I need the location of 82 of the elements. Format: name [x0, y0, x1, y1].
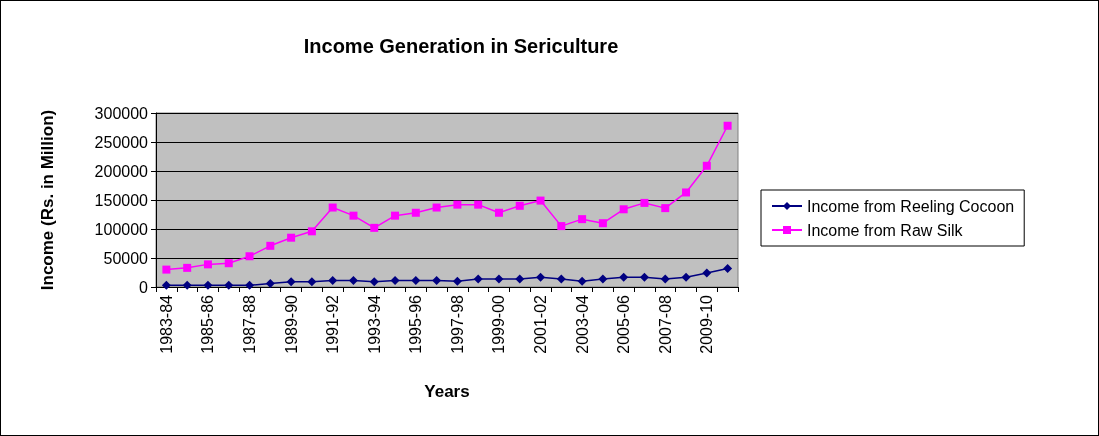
- point: [702, 268, 712, 278]
- legend-label: Income from Raw Silk: [807, 221, 964, 239]
- point: [307, 227, 316, 236]
- point: [203, 280, 213, 290]
- point: [432, 203, 441, 212]
- y-tick-label: 250000: [94, 133, 149, 151]
- point: [349, 211, 358, 220]
- point: [661, 204, 670, 213]
- point: [453, 200, 462, 209]
- point: [224, 280, 234, 290]
- x-tick-label: 2005-06: [615, 294, 633, 354]
- point: [411, 276, 421, 286]
- point: [660, 274, 670, 284]
- y-tick-label: 0: [139, 278, 149, 296]
- x-tick-label: 1991-92: [324, 294, 342, 354]
- point: [639, 272, 649, 282]
- x-tick-label: 1993-94: [365, 294, 383, 354]
- point: [494, 274, 504, 284]
- point: [640, 198, 649, 207]
- point: [536, 272, 546, 282]
- point: [598, 274, 608, 284]
- point: [390, 276, 400, 286]
- point: [370, 223, 379, 232]
- point: [452, 276, 462, 286]
- point: [245, 280, 255, 290]
- x-axis-title: Years: [424, 382, 470, 401]
- point: [432, 276, 442, 286]
- point: [203, 260, 212, 269]
- y-tick-label: 200000: [94, 162, 149, 180]
- point: [598, 219, 607, 228]
- y-tick-label: 300000: [94, 104, 149, 122]
- point: [474, 200, 483, 209]
- point: [536, 196, 545, 205]
- point: [723, 263, 733, 273]
- point: [411, 208, 420, 217]
- point: [494, 208, 503, 217]
- x-tick-label: 2003-04: [573, 294, 591, 354]
- point: [556, 274, 566, 284]
- point: [307, 277, 317, 287]
- point: [182, 280, 192, 290]
- legend-label: Income from Reeling Cocoon: [807, 197, 1015, 215]
- point: [619, 205, 628, 214]
- point: [682, 188, 691, 197]
- point: [473, 274, 483, 284]
- point: [681, 272, 691, 282]
- point: [286, 277, 296, 287]
- x-tick-label: 1997-98: [448, 294, 466, 354]
- point: [702, 161, 711, 170]
- point: [515, 274, 525, 284]
- x-tick-label: 2007-08: [656, 294, 674, 354]
- x-tick-label: 1999-00: [490, 294, 508, 354]
- point: [162, 265, 171, 274]
- y-tick-label: 150000: [94, 191, 149, 209]
- point: [515, 201, 524, 210]
- point: [287, 233, 296, 242]
- point: [183, 263, 192, 272]
- point: [161, 280, 171, 290]
- point: [557, 222, 566, 231]
- point: [369, 277, 379, 287]
- x-tick-label: 2001-02: [532, 294, 550, 354]
- point: [265, 279, 275, 289]
- point: [619, 272, 629, 282]
- point: [245, 252, 254, 261]
- x-tick-label: 2009-10: [698, 294, 716, 354]
- x-tick-label: 1987-88: [241, 294, 259, 354]
- point: [266, 241, 275, 250]
- y-tick-label: 100000: [94, 220, 149, 238]
- x-tick-label: 1983-84: [157, 294, 175, 354]
- y-axis-title: Income (Rs. in Million): [38, 109, 57, 291]
- point: [328, 276, 338, 286]
- point: [328, 203, 337, 212]
- point: [578, 215, 587, 224]
- point: [224, 259, 233, 268]
- x-tick-label: 1989-90: [282, 294, 300, 354]
- point: [348, 276, 358, 286]
- point: [723, 121, 732, 130]
- chart-title: Income Generation in Sericulture: [303, 35, 619, 57]
- x-tick-label: 1995-96: [407, 294, 425, 354]
- point: [577, 276, 587, 286]
- y-tick-label: 50000: [103, 249, 149, 267]
- point: [391, 211, 400, 220]
- x-tick-label: 1985-86: [199, 294, 217, 354]
